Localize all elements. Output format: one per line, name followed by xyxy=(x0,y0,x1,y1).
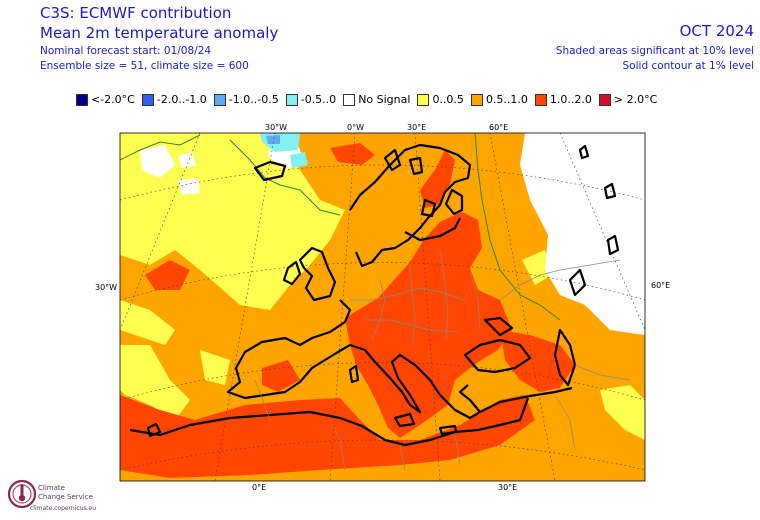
map-field xyxy=(120,133,645,481)
grid-label-bottom-2: 30°E xyxy=(498,483,517,492)
legend-item: 1.0..2.0 xyxy=(534,93,592,106)
forecast-start: Nominal forecast start: 01/08/24 xyxy=(40,45,212,57)
legend-label: 0.5..1.0 xyxy=(485,93,528,106)
legend-label: -0.5..0 xyxy=(300,93,337,106)
country-borders xyxy=(254,249,631,471)
legend-swatch xyxy=(343,93,356,106)
legend-item: No Signal xyxy=(343,93,410,106)
legend-label: <-2.0°C xyxy=(91,93,135,106)
title-product: C3S: ECMWF contribution xyxy=(40,4,232,22)
legend-swatch xyxy=(141,93,154,106)
legend-label: 0..0.5 xyxy=(432,93,464,106)
legend-swatch xyxy=(213,93,226,106)
contour-note: Solid contour at 1% level xyxy=(622,60,754,72)
legend-label: -2.0..-1.0 xyxy=(156,93,207,106)
logo-text-line1: Climate xyxy=(38,484,65,492)
legend-item: <-2.0°C xyxy=(76,93,135,106)
grid-label-top-2: 0°W xyxy=(347,123,364,132)
legend-item: -2.0..-1.0 xyxy=(141,93,207,106)
legend-item: > 2.0°C xyxy=(598,93,658,106)
legend-label: > 2.0°C xyxy=(613,93,658,106)
logo-url: climate.copernicus.eu xyxy=(30,505,97,512)
legend-label: 1.0..2.0 xyxy=(549,93,592,106)
grid-label-left: 30°W xyxy=(95,283,117,292)
coastlines xyxy=(129,143,620,447)
legend-swatch xyxy=(470,93,483,106)
copernicus-thermometer-icon xyxy=(7,479,37,509)
significance-note: Shaded areas significant at 10% level xyxy=(555,45,754,57)
legend-swatch xyxy=(534,93,547,106)
legend-item: -0.5..0 xyxy=(285,93,337,106)
grid-label-top-1: 30°W xyxy=(265,123,287,132)
legend-item: -1.0..-0.5 xyxy=(213,93,279,106)
grid-label-top-3: 30°E xyxy=(407,123,426,132)
legend-item: 0..0.5 xyxy=(417,93,464,106)
legend-swatch xyxy=(76,93,88,106)
valid-period: OCT 2024 xyxy=(679,22,754,40)
legend-label: No Signal xyxy=(358,93,411,106)
ensemble-size: Ensemble size = 51, climate size = 600 xyxy=(40,60,249,72)
legend-item: 0.5..1.0 xyxy=(470,93,528,106)
legend-swatch xyxy=(598,93,611,106)
grid-label-top-4: 60°E xyxy=(489,123,508,132)
grid-label-bottom-1: 0°E xyxy=(252,483,266,492)
legend-swatch xyxy=(285,93,298,106)
color-legend: <-2.0°C -2.0..-1.0 -1.0..-0.5 -0.5..0 No Sig… xyxy=(76,93,657,106)
legend-label: -1.0..-0.5 xyxy=(228,93,279,106)
graticule xyxy=(120,133,645,481)
significance-contour xyxy=(120,133,561,321)
logo-text-line2: Change Service xyxy=(38,493,93,501)
grid-label-right: 60°E xyxy=(651,281,670,290)
legend-swatch xyxy=(417,93,430,106)
title-variable: Mean 2m temperature anomaly xyxy=(40,24,279,42)
